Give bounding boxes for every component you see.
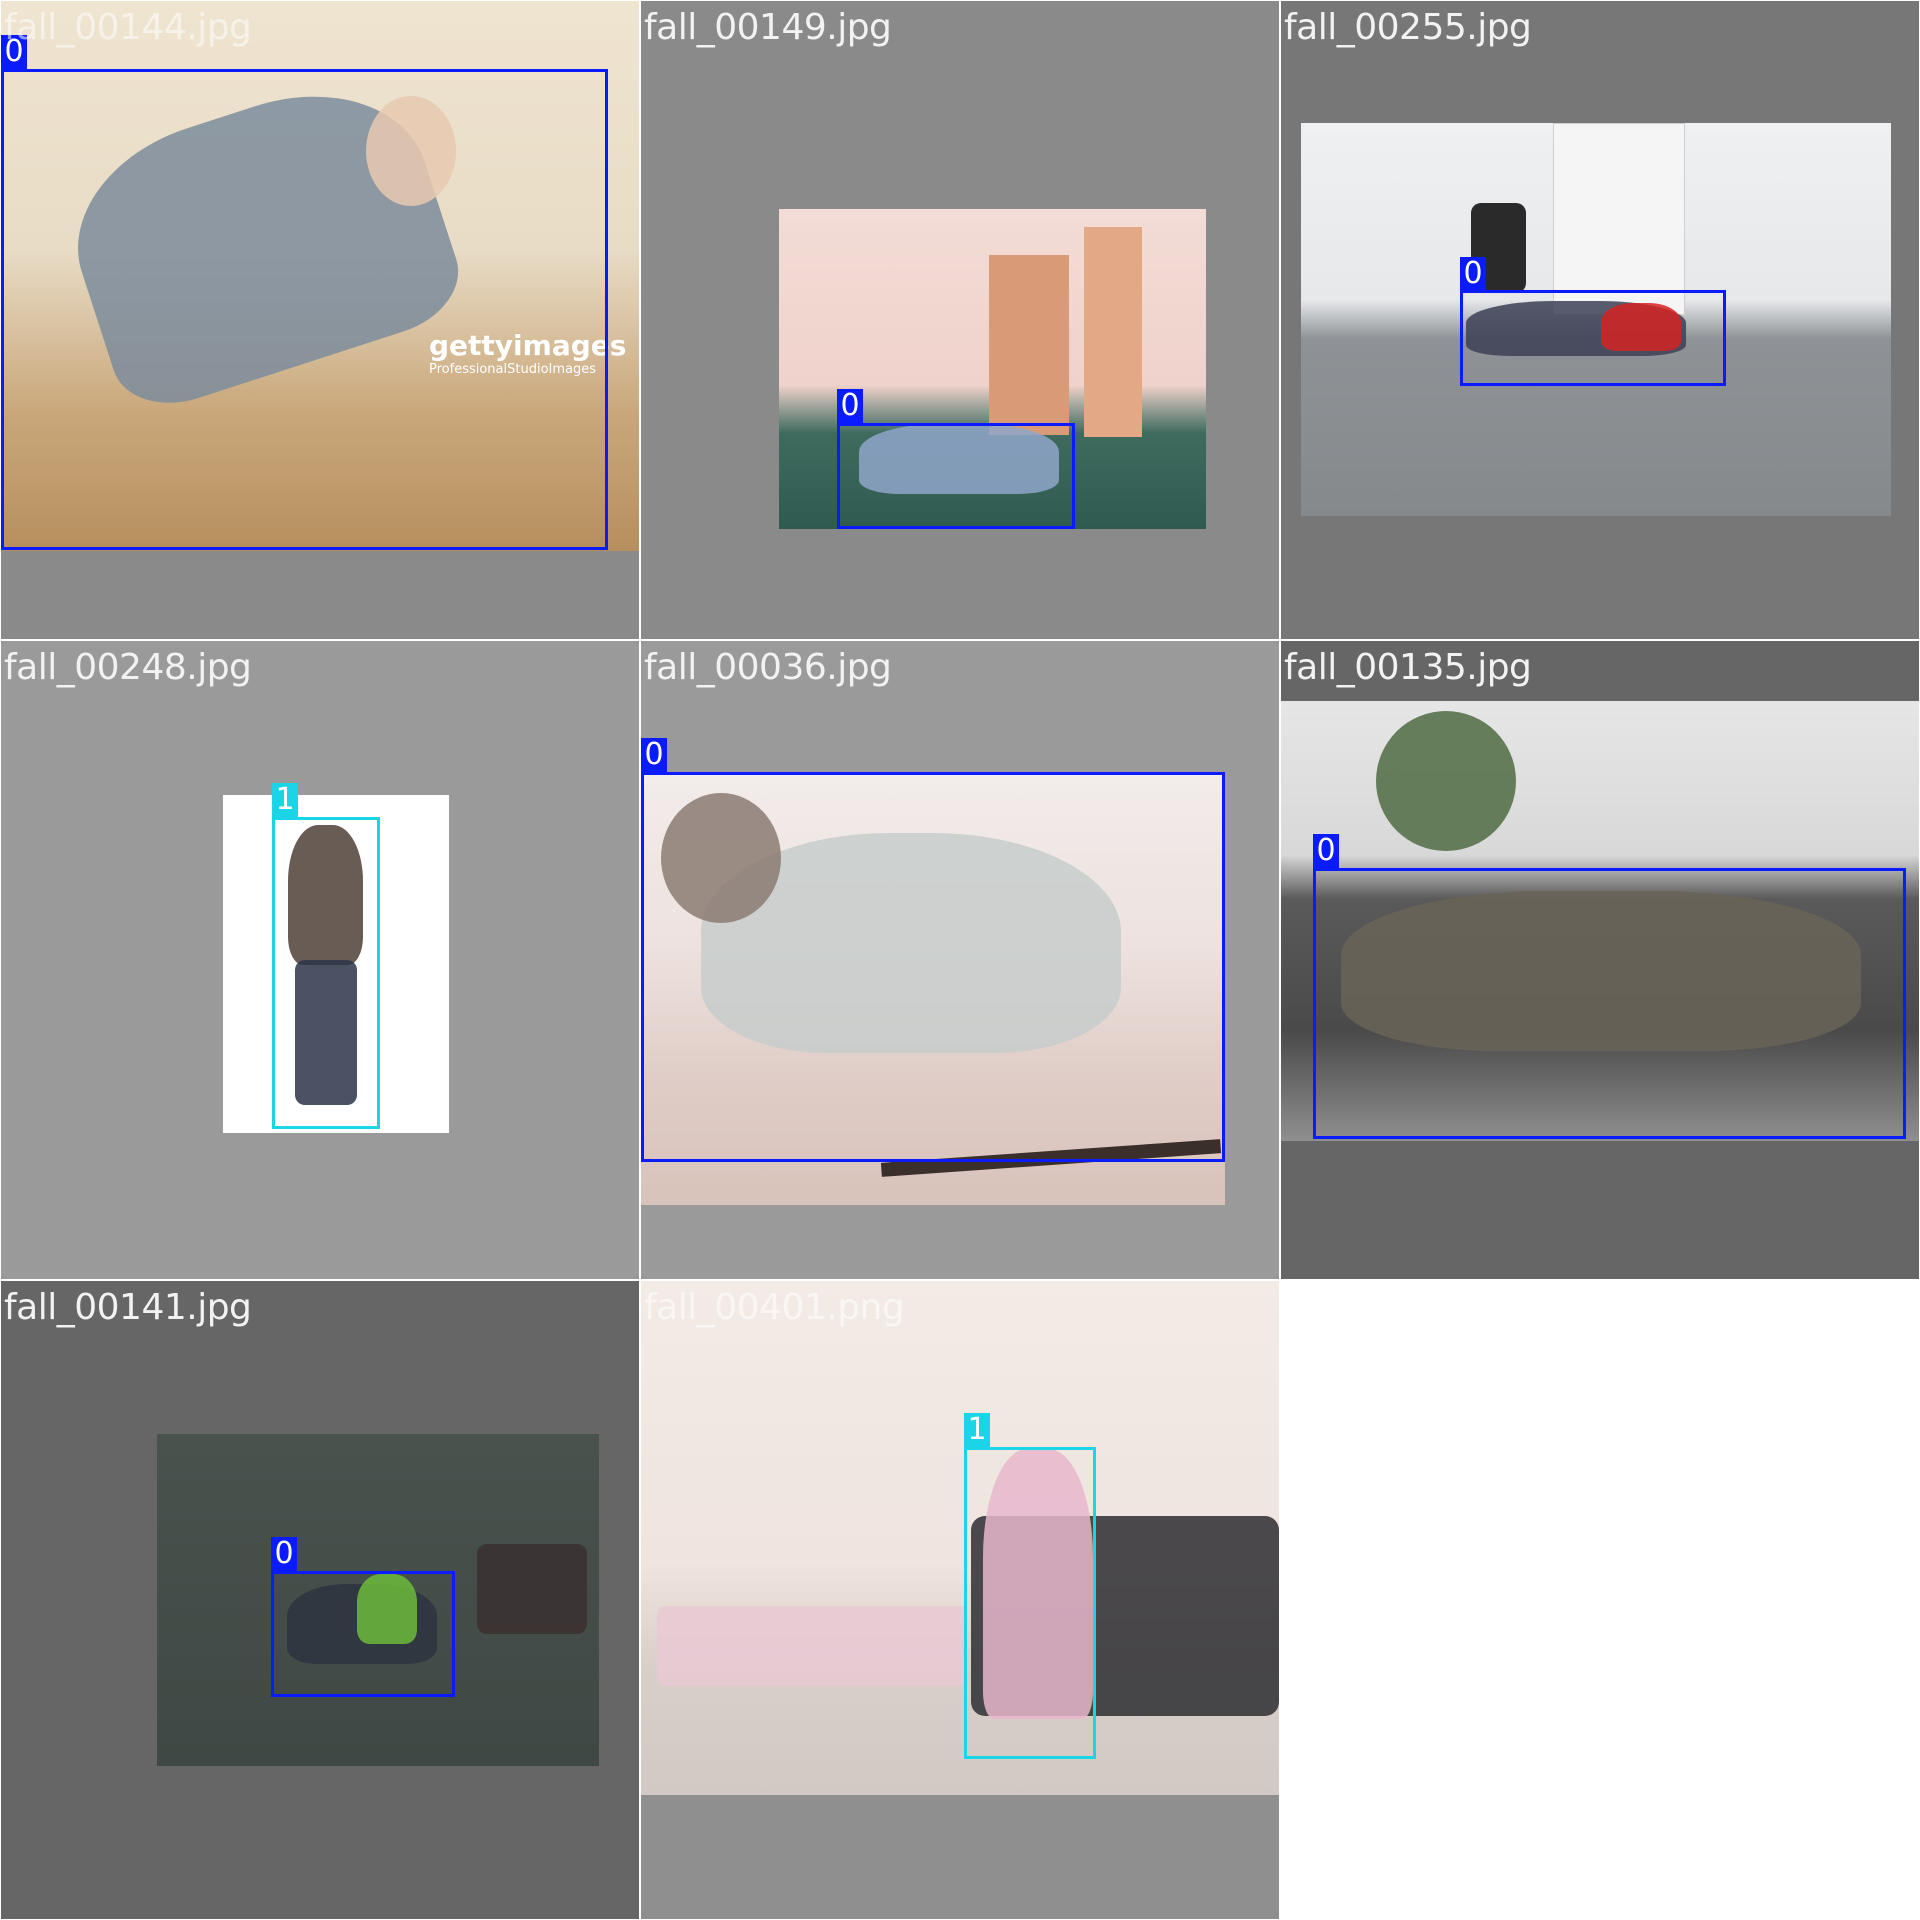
person-head: [661, 793, 781, 923]
tile-filename: fall_00144.jpg: [4, 7, 252, 48]
tile-filename: fall_00135.jpg: [1284, 647, 1532, 688]
photo-7: [157, 1434, 599, 1766]
empty-cell: [1281, 1281, 1919, 1919]
bbox-class-0: [1313, 868, 1906, 1139]
cabinet: [1084, 227, 1142, 437]
person-figure: [859, 424, 1059, 494]
tile-filename: fall_00036.jpg: [644, 647, 892, 688]
photo-8: [641, 1281, 1279, 1795]
photo-6: [1281, 701, 1919, 1141]
bbox-class-1: [964, 1447, 1096, 1759]
tile-filename: fall_00255.jpg: [1284, 7, 1532, 48]
tile-3: fall_00255.jpg 0: [1281, 1, 1919, 639]
person-shirt: [357, 1574, 417, 1644]
tile-8: fall_00401.png 1: [641, 1281, 1279, 1919]
tile-2: fall_00149.jpg 0: [641, 1, 1279, 639]
class-label: 1: [272, 783, 298, 817]
bbox-class-0: [641, 772, 1225, 1162]
person-shirt: [1601, 303, 1681, 351]
person-head: [366, 96, 456, 206]
tile-filename: fall_00401.png: [644, 1287, 905, 1328]
tile-7: fall_00141.jpg 0: [1, 1281, 639, 1919]
tile-filename: fall_00149.jpg: [644, 7, 892, 48]
tile-6: fall_00135.jpg 0: [1281, 641, 1919, 1279]
door: [989, 255, 1069, 435]
class-label: 0: [1, 35, 27, 69]
chair: [477, 1544, 587, 1634]
class-label: 0: [1313, 834, 1339, 868]
photo-2: [779, 209, 1206, 529]
photo-4: [223, 795, 449, 1133]
bbox-class-0: [1460, 290, 1726, 386]
bbox-class-0: [1, 69, 608, 550]
tile-filename: fall_00141.jpg: [4, 1287, 252, 1328]
tile-1: gettyimages ProfessionalStudioImages fal…: [1, 1, 639, 639]
bbox-class-1: [272, 817, 380, 1129]
person-figure: [288, 825, 363, 965]
watermark-brand: gettyimages: [429, 329, 627, 362]
bbox-class-0: [271, 1571, 455, 1697]
watermark: gettyimages ProfessionalStudioImages: [429, 329, 626, 377]
class-label: 0: [641, 738, 667, 772]
class-label: 0: [1460, 257, 1486, 291]
photo-1: gettyimages ProfessionalStudioImages: [1, 1, 639, 551]
person-figure: [983, 1449, 1093, 1719]
watermark-sub: ProfessionalStudioImages: [429, 362, 597, 377]
plant: [1376, 711, 1516, 851]
tile-4: fall_00248.jpg 1: [1, 641, 639, 1279]
mattress: [657, 1606, 967, 1686]
double-door: [1553, 123, 1685, 315]
person-figure: [1341, 891, 1861, 1051]
photo-3: [1301, 123, 1891, 516]
tile-filename: fall_00248.jpg: [4, 647, 252, 688]
bbox-class-0: [837, 423, 1075, 529]
person-legs: [295, 960, 357, 1105]
tile-5: fall_00036.jpg 0: [641, 641, 1279, 1279]
class-label: 0: [837, 389, 863, 423]
photo-5: [641, 773, 1225, 1205]
class-label: 1: [964, 1413, 990, 1447]
class-label: 0: [271, 1537, 297, 1571]
